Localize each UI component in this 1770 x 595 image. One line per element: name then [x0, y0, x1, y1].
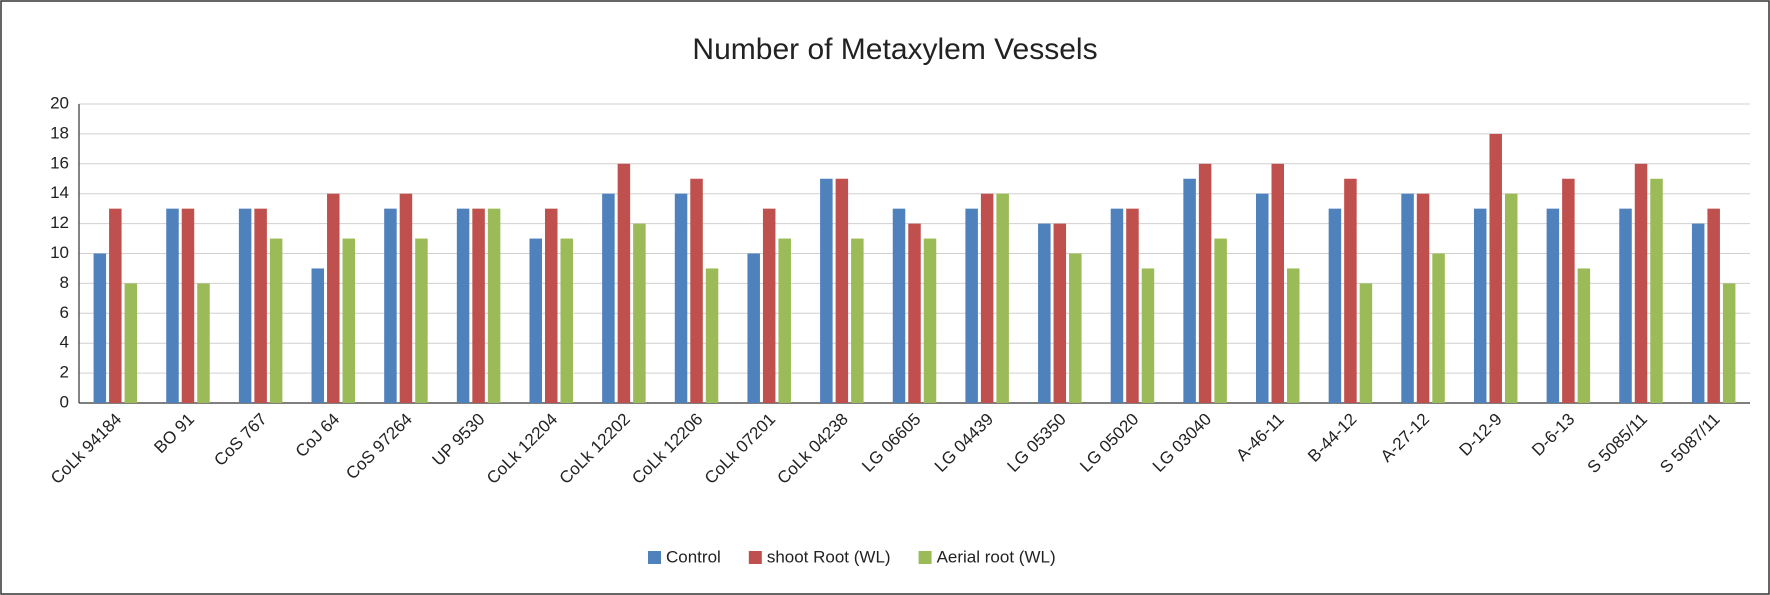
bar	[1069, 253, 1082, 403]
bar	[923, 238, 937, 403]
bar	[1038, 223, 1051, 403]
bar	[311, 268, 325, 403]
bar	[1126, 208, 1139, 403]
y-tick-label: 14	[50, 183, 69, 202]
bar	[1256, 193, 1269, 403]
bar	[1183, 178, 1196, 403]
y-tick-label: 4	[60, 333, 69, 352]
legend-label: Control	[666, 547, 721, 566]
bar	[908, 223, 921, 403]
bar	[617, 163, 631, 403]
legend-swatch	[748, 551, 762, 564]
bar	[560, 238, 573, 403]
bar	[1546, 208, 1560, 403]
bar	[544, 208, 558, 403]
bar	[1432, 253, 1445, 403]
bar	[705, 268, 719, 403]
y-tick-label: 12	[50, 213, 69, 232]
bar	[166, 208, 179, 403]
bar	[487, 208, 501, 403]
bar	[1473, 208, 1487, 403]
y-tick-label: 8	[60, 273, 69, 292]
bar	[820, 178, 833, 403]
bar	[1722, 283, 1736, 403]
bar	[674, 193, 688, 403]
bar	[269, 238, 283, 403]
bar	[124, 283, 138, 403]
bar	[851, 238, 864, 403]
y-tick-label: 6	[60, 303, 69, 322]
legend-swatch	[918, 551, 932, 564]
bar	[1416, 193, 1430, 403]
y-tick-label: 20	[50, 93, 69, 112]
legend-label: Aerial root (WL)	[937, 547, 1056, 566]
legend-label: shoot Root (WL)	[767, 547, 891, 566]
bar	[835, 178, 849, 403]
bar	[1141, 268, 1155, 403]
bar	[254, 208, 267, 403]
bar	[415, 238, 428, 403]
bar	[690, 178, 703, 403]
bar	[327, 193, 340, 403]
bar	[892, 208, 906, 403]
bar	[1691, 223, 1705, 403]
chart-title: Number of Metaxylem Vessels	[692, 33, 1097, 66]
bar	[1198, 163, 1212, 403]
bar	[1401, 193, 1414, 403]
bar	[456, 208, 470, 403]
bar	[1634, 163, 1648, 403]
bar	[633, 223, 646, 403]
bar	[93, 253, 107, 403]
bar	[602, 193, 615, 403]
bar	[747, 253, 760, 403]
bar	[1650, 178, 1663, 403]
bar	[1110, 208, 1124, 403]
bar	[1619, 208, 1632, 403]
bar	[238, 208, 252, 403]
bar	[1053, 223, 1067, 403]
y-tick-label: 10	[50, 243, 69, 262]
bar	[181, 208, 195, 403]
y-tick-label: 18	[50, 123, 69, 142]
bar	[472, 208, 485, 403]
bar	[996, 193, 1009, 403]
bar	[342, 238, 356, 403]
bar	[1707, 208, 1720, 403]
bar	[197, 283, 210, 403]
bar	[1328, 208, 1342, 403]
bar	[529, 238, 542, 403]
legend-swatch	[648, 551, 661, 564]
bar	[1562, 178, 1575, 403]
bar	[399, 193, 413, 403]
bar	[762, 208, 776, 403]
bar	[1271, 163, 1285, 403]
bar	[778, 238, 791, 403]
y-tick-label: 0	[60, 392, 69, 411]
y-tick-label: 2	[60, 363, 69, 382]
bar	[1577, 268, 1591, 403]
bar	[1489, 133, 1502, 403]
bar	[1359, 283, 1373, 403]
bar	[1344, 178, 1357, 403]
bar	[965, 208, 978, 403]
bar	[384, 208, 397, 403]
bar	[980, 193, 994, 403]
bar	[1214, 238, 1227, 403]
bar	[1504, 193, 1518, 403]
bar	[1287, 268, 1300, 403]
y-tick-label: 16	[50, 153, 69, 172]
bar	[109, 208, 122, 403]
